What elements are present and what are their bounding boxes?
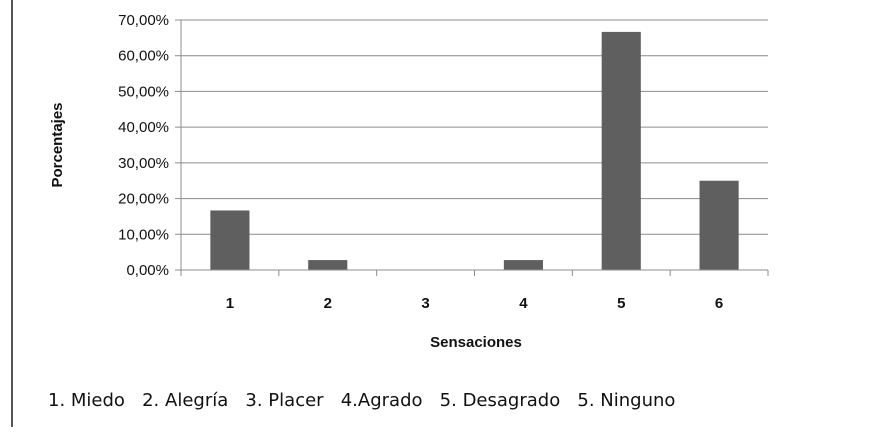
bar-4 xyxy=(503,260,543,270)
y-tick-label: 50,00% xyxy=(118,83,169,100)
y-tick-label: 20,00% xyxy=(118,191,169,208)
x-tick-labels: 1 2 3 4 5 6 xyxy=(226,295,724,312)
x-tick-label: 4 xyxy=(519,295,528,312)
y-tick-labels: 0,00% 10,00% 20,00% 30,00% 40,00% 50,00% 60,00… xyxy=(118,12,169,279)
bar-2 xyxy=(308,260,348,270)
bar-5 xyxy=(601,31,641,271)
y-tick-label: 30,00% xyxy=(118,155,169,172)
legend-text: 1. Miedo 2. Alegría 3. Placer 4.Agrado 5… xyxy=(48,390,675,411)
x-tick-label: 6 xyxy=(715,295,723,312)
y-tick-label: 40,00% xyxy=(118,119,169,136)
gridlines xyxy=(175,19,768,271)
x-axis-title: Sensaciones xyxy=(430,334,522,351)
x-tick-label: 1 xyxy=(226,295,234,312)
bar-1 xyxy=(210,210,250,270)
y-tick-label: 70,00% xyxy=(118,12,169,29)
y-tick-label: 60,00% xyxy=(118,48,169,65)
y-tick-label: 10,00% xyxy=(118,226,169,243)
bar-6 xyxy=(699,180,739,270)
x-tick-label: 2 xyxy=(324,295,332,312)
bars xyxy=(210,31,739,271)
axes xyxy=(180,20,769,276)
x-tick-label: 3 xyxy=(421,295,429,312)
y-tick-label: 0,00% xyxy=(126,262,169,279)
x-tick-label: 5 xyxy=(617,295,625,312)
y-axis-title: Porcentajes xyxy=(49,102,66,187)
